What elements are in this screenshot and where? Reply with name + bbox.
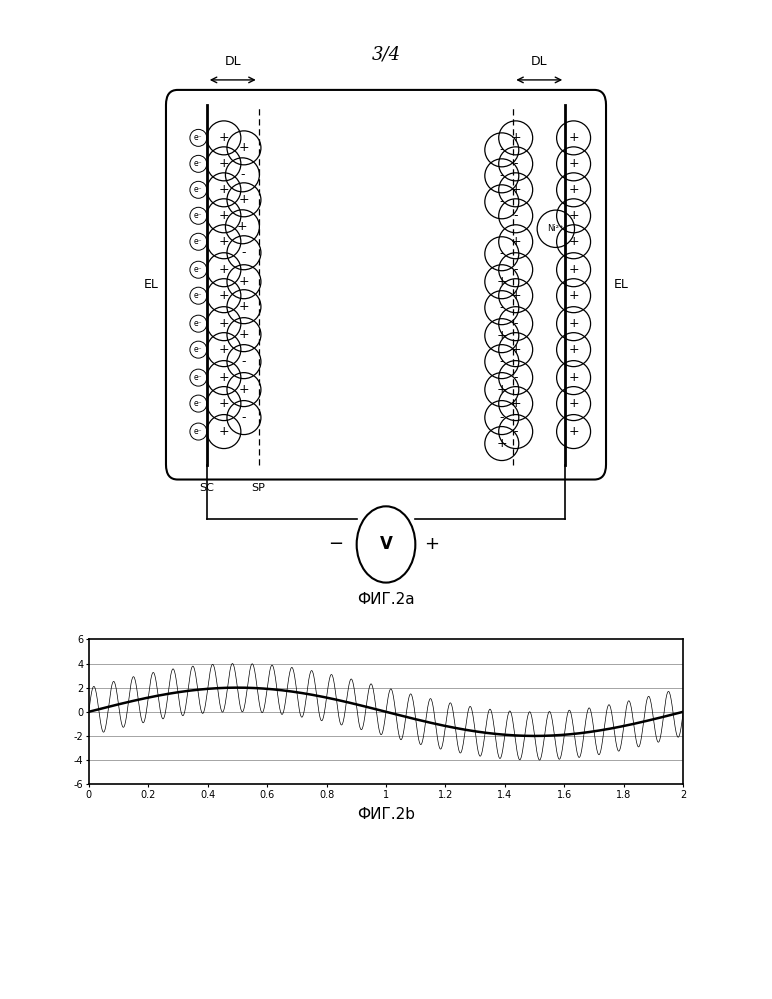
Text: +: + (218, 317, 229, 331)
Text: +: + (568, 209, 579, 223)
Text: 3/4: 3/4 (371, 46, 401, 64)
Text: +: + (425, 535, 439, 553)
Text: e⁻: e⁻ (194, 373, 203, 383)
Text: +: + (568, 425, 579, 439)
Text: -: - (513, 371, 518, 385)
Text: +: + (510, 235, 521, 249)
Text: +: + (568, 371, 579, 385)
Text: +: + (218, 157, 229, 171)
Text: e⁻: e⁻ (194, 319, 203, 329)
Text: -: - (499, 355, 504, 369)
Text: +: + (218, 397, 229, 411)
Ellipse shape (357, 506, 415, 582)
Text: +: + (218, 371, 229, 385)
Text: EL: EL (614, 278, 628, 292)
Text: +: + (239, 275, 249, 289)
Text: +: + (496, 437, 507, 451)
Text: e⁻: e⁻ (194, 211, 203, 221)
Text: +: + (568, 263, 579, 277)
Text: +: + (218, 263, 229, 277)
Text: +: + (496, 329, 507, 343)
Text: +: + (568, 397, 579, 411)
FancyBboxPatch shape (166, 90, 606, 480)
Text: +: + (239, 141, 249, 155)
Text: +: + (218, 209, 229, 223)
Text: e⁻: e⁻ (194, 399, 203, 409)
Text: -: - (513, 317, 518, 331)
Text: +: + (568, 157, 579, 171)
Text: e⁻: e⁻ (194, 265, 203, 275)
Text: +: + (218, 235, 229, 249)
Text: -: - (242, 246, 246, 260)
Text: -: - (499, 247, 504, 261)
Text: +: + (239, 383, 249, 397)
Text: -: - (499, 411, 504, 425)
Text: +: + (239, 193, 249, 207)
Text: SP: SP (252, 483, 266, 493)
Text: +: + (510, 289, 521, 303)
Text: +: + (568, 131, 579, 145)
Text: ФИГ.2a: ФИГ.2a (357, 591, 415, 607)
Text: +: + (568, 183, 579, 197)
Text: -: - (513, 425, 518, 439)
Text: +: + (510, 397, 521, 411)
Text: -: - (513, 157, 518, 171)
Text: SC: SC (199, 483, 215, 493)
Text: DL: DL (531, 55, 547, 68)
Text: +: + (218, 131, 229, 145)
Text: +: + (496, 275, 507, 289)
Text: +: + (568, 289, 579, 303)
Text: -: - (499, 169, 504, 183)
Text: +: + (568, 343, 579, 357)
Text: +: + (218, 289, 229, 303)
Text: e⁻: e⁻ (194, 291, 203, 301)
Text: +: + (496, 383, 507, 397)
Text: -: - (499, 301, 504, 315)
Text: +: + (237, 220, 248, 234)
Text: +: + (568, 317, 579, 331)
Text: e⁻: e⁻ (194, 345, 203, 355)
Text: DL: DL (225, 55, 241, 68)
Text: +: + (218, 343, 229, 357)
Text: +: + (239, 300, 249, 314)
Text: +: + (568, 235, 579, 249)
Text: -: - (242, 411, 246, 425)
Text: -: - (499, 143, 504, 157)
Text: ФИГ.2b: ФИГ.2b (357, 806, 415, 822)
Text: +: + (510, 183, 521, 197)
Text: e⁻: e⁻ (194, 133, 203, 143)
Text: -: - (242, 355, 246, 369)
Text: -: - (513, 263, 518, 277)
Text: Ni²⁺: Ni²⁺ (547, 224, 564, 234)
Text: e⁻: e⁻ (194, 185, 203, 195)
Text: e⁻: e⁻ (194, 159, 203, 169)
Text: -: - (240, 168, 245, 182)
Text: -: - (499, 195, 504, 209)
Text: +: + (218, 425, 229, 439)
Text: e⁻: e⁻ (194, 427, 203, 437)
Text: V: V (380, 535, 392, 553)
Text: +: + (510, 343, 521, 357)
Text: +: + (239, 328, 249, 342)
Text: EL: EL (144, 278, 158, 292)
Text: -: - (513, 209, 518, 223)
Text: +: + (218, 183, 229, 197)
Text: −: − (327, 535, 343, 553)
Text: +: + (510, 131, 521, 145)
Text: e⁻: e⁻ (194, 237, 203, 247)
